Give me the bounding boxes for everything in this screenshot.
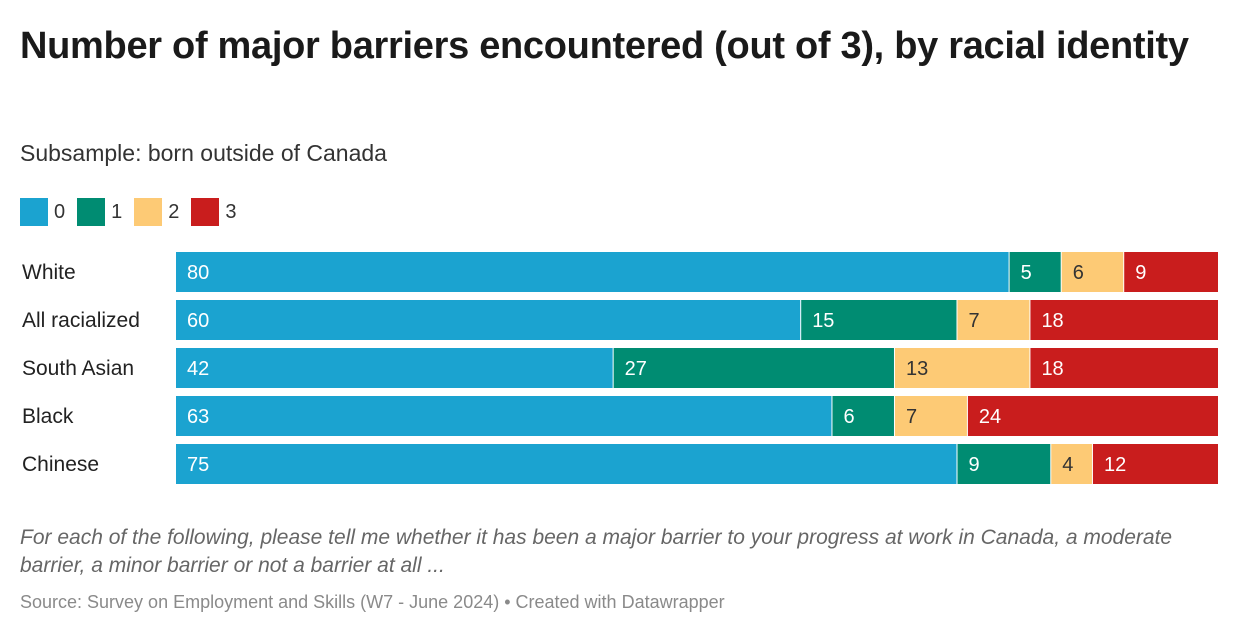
bar-value-label: 80 — [187, 262, 209, 284]
bar-segment — [1051, 444, 1092, 484]
legend: 0 1 2 3 — [20, 198, 249, 226]
bar-value-label: 9 — [969, 454, 980, 476]
bar-segment — [176, 348, 613, 388]
category-label: Chinese — [22, 453, 99, 476]
bar-value-label: 60 — [187, 310, 209, 332]
bar-value-label: 12 — [1104, 454, 1126, 476]
bar-value-label: 15 — [812, 310, 834, 332]
chart-notes: For each of the following, please tell m… — [20, 526, 1173, 577]
category-label: South Asian — [22, 357, 134, 380]
bar-value-label: 18 — [1041, 310, 1063, 332]
chart-subtitle: Subsample: born outside of Canada — [20, 140, 387, 166]
bar-value-label: 18 — [1041, 358, 1063, 380]
bar-value-label: 6 — [843, 406, 854, 428]
legend-label-1: 1 — [111, 200, 123, 223]
bar-segment — [176, 444, 957, 484]
legend-swatch-3 — [191, 198, 220, 226]
bar-segment — [176, 396, 832, 436]
bar-segment — [1092, 444, 1218, 484]
bar-value-label: 24 — [979, 406, 1001, 428]
legend-swatch-2 — [134, 198, 163, 226]
bar-segment — [1030, 348, 1218, 388]
legend-label-2: 2 — [168, 200, 180, 223]
bar-segment — [957, 444, 1051, 484]
bar-value-label: 4 — [1062, 454, 1073, 476]
legend-label-3: 3 — [225, 200, 237, 223]
bar-value-label: 5 — [1021, 262, 1032, 284]
legend-swatch-0 — [20, 198, 48, 226]
bar-segment — [801, 300, 957, 340]
bar-value-label: 63 — [187, 406, 209, 428]
legend-item-3: 3 — [191, 198, 237, 226]
bar-segment — [832, 396, 894, 436]
bar-value-label: 75 — [187, 454, 209, 476]
chart-source: Source: Survey on Employment and Skills … — [20, 592, 725, 612]
legend-swatch-1 — [77, 198, 106, 226]
category-label: White — [22, 261, 76, 284]
bar-value-label: 7 — [906, 406, 917, 428]
bar-segment — [613, 348, 894, 388]
bar-segment — [176, 252, 1009, 292]
bar-segment — [1124, 252, 1218, 292]
bar-segment — [894, 348, 1030, 388]
category-label: Black — [22, 405, 74, 428]
legend-label-0: 0 — [54, 200, 66, 223]
chart-title: Number of major barriers encountered (ou… — [20, 25, 1189, 67]
bar-value-label: 7 — [969, 310, 980, 332]
legend-item-1: 1 — [77, 198, 122, 226]
bar-segment — [894, 396, 967, 436]
bar-value-label: 9 — [1135, 262, 1146, 284]
bar-value-label: 27 — [625, 358, 647, 380]
bar-value-label: 6 — [1073, 262, 1084, 284]
stacked-bar-chart: White 80 5 6 9 All racialized 60 15 7 18 South Asi… — [22, 252, 1218, 484]
bar-segment — [1009, 252, 1061, 292]
bar-segment — [1030, 300, 1218, 340]
bar-segment — [957, 300, 1030, 340]
category-label: All racialized — [22, 309, 140, 332]
bar-segment — [1061, 252, 1124, 292]
bar-value-label: 42 — [187, 358, 209, 380]
bar-segment — [967, 396, 1218, 436]
bar-value-label: 13 — [906, 358, 928, 380]
legend-item-0: 0 — [20, 198, 65, 226]
legend-item-2: 2 — [134, 198, 179, 226]
bar-segment — [176, 300, 801, 340]
